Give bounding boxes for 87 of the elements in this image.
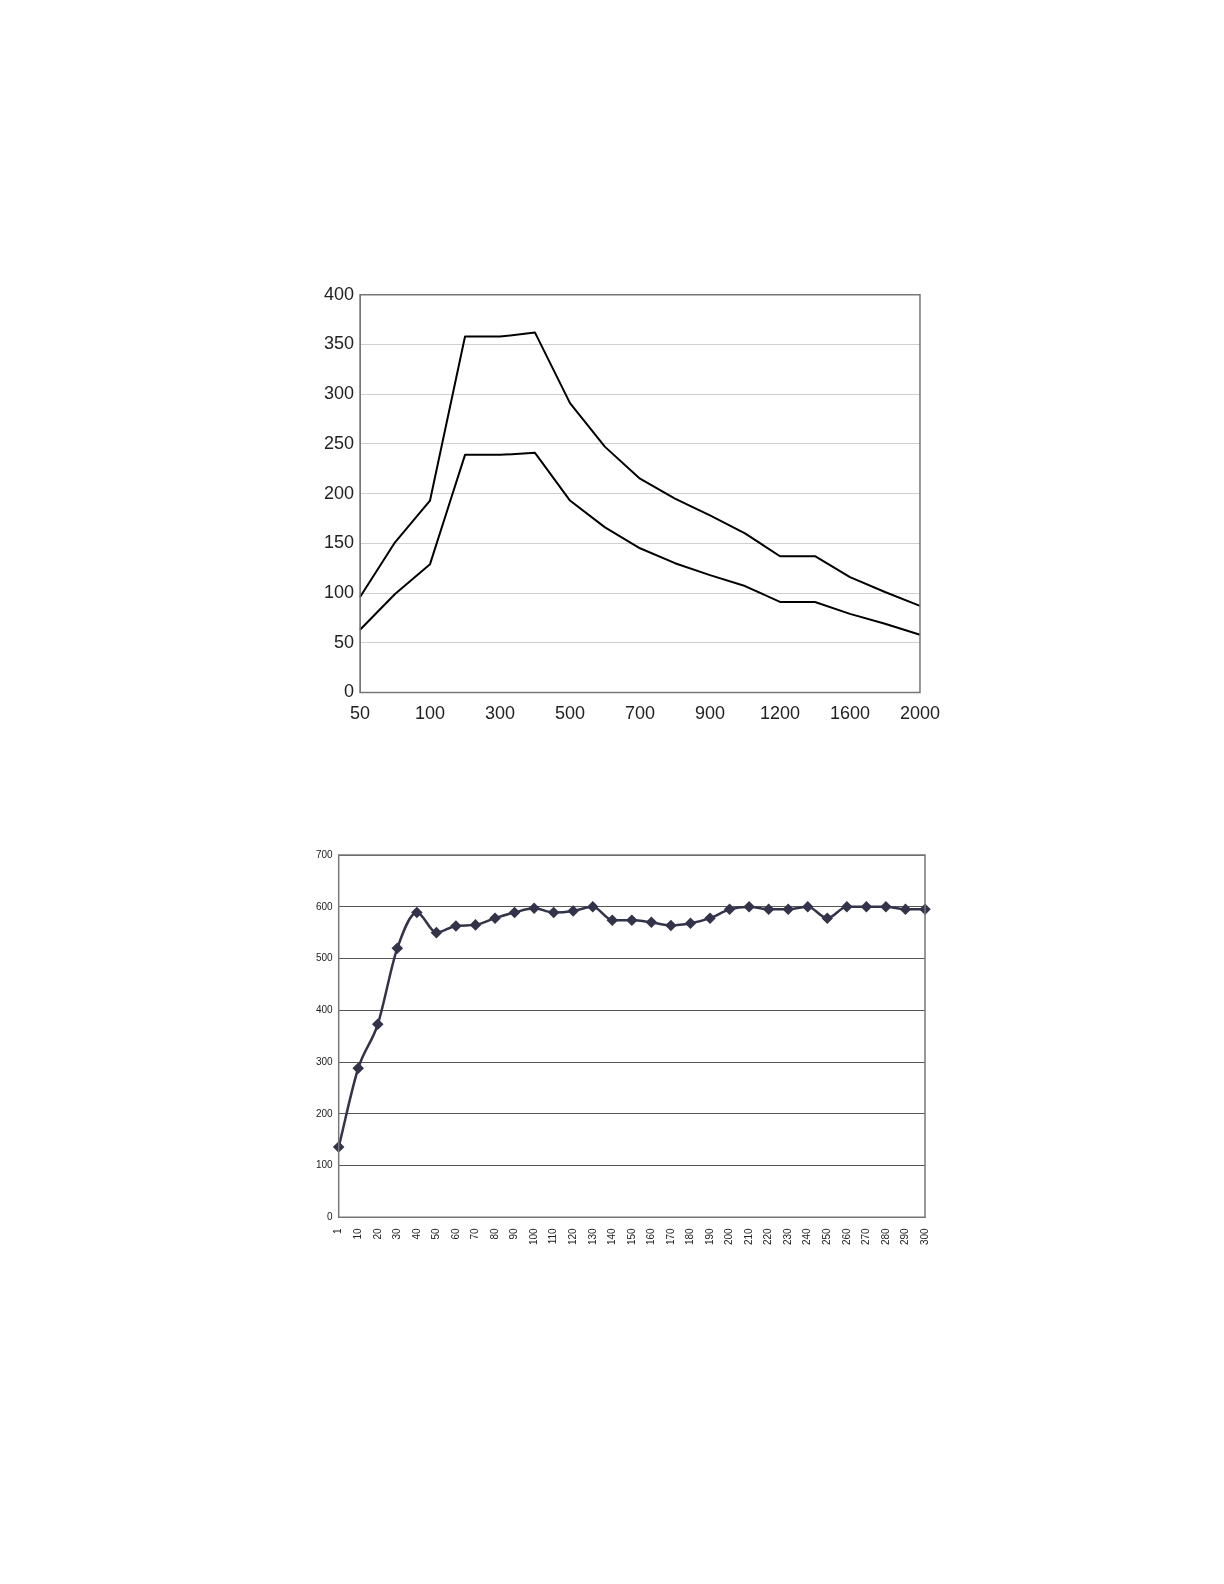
- y-tick-label: 700: [316, 848, 334, 860]
- x-tick-label: 240: [801, 1227, 813, 1245]
- point: [841, 901, 853, 913]
- point: [782, 904, 794, 915]
- y-tick-label: 250: [323, 432, 355, 453]
- point: [724, 904, 735, 915]
- y-tick-label: 400: [323, 283, 355, 304]
- x-tick-label: 1: [332, 1227, 344, 1234]
- point: [685, 918, 696, 929]
- x-tick-label: 700: [624, 703, 656, 724]
- x-tick-label: 500: [554, 703, 586, 724]
- y-tick-label: 100: [323, 581, 355, 602]
- x-tick-label: 20: [371, 1227, 383, 1240]
- point: [900, 904, 911, 915]
- x-tick-label: 100: [527, 1227, 539, 1245]
- x-tick-label: 250: [821, 1227, 833, 1245]
- x-tick-label: 190: [703, 1227, 715, 1245]
- point: [704, 912, 716, 924]
- x-tick-label: 300: [485, 703, 516, 724]
- x-tick-label: 280: [879, 1227, 891, 1245]
- point: [626, 914, 638, 926]
- y-tick-label: 150: [323, 532, 355, 553]
- point: [489, 912, 501, 924]
- point: [880, 901, 892, 913]
- x-tick-label: 10: [351, 1227, 363, 1240]
- x-tick-label: 140: [606, 1227, 618, 1245]
- y-tick-label: 0: [344, 681, 355, 702]
- x-tick-label: 60: [449, 1227, 461, 1240]
- point: [548, 907, 559, 918]
- x-tick-label: 50: [350, 703, 371, 724]
- point: [333, 1141, 344, 1153]
- x-tick-label: 120: [566, 1227, 578, 1245]
- point: [861, 901, 872, 913]
- point: [372, 1019, 384, 1030]
- x-tick-label: 220: [762, 1227, 774, 1245]
- x-tick-label: 170: [664, 1227, 676, 1245]
- point: [665, 920, 677, 931]
- x-tick-label: 40: [410, 1227, 422, 1240]
- point: [646, 917, 657, 928]
- x-tick-label: 130: [586, 1227, 598, 1245]
- point: [509, 907, 520, 918]
- point: [392, 942, 403, 954]
- point: [802, 901, 813, 913]
- y-tick-label: 200: [316, 1107, 334, 1119]
- point: [587, 901, 599, 913]
- point: [450, 920, 462, 932]
- y-tick-label: 0: [327, 1211, 334, 1223]
- x-tick-label: 260: [840, 1227, 852, 1245]
- point: [411, 907, 423, 918]
- x-tick-label: 2000: [899, 703, 940, 724]
- x-tick-label: 50: [430, 1227, 442, 1240]
- x-tick-label: 900: [694, 703, 726, 724]
- point: [567, 905, 579, 917]
- point: [763, 904, 774, 915]
- point: [431, 927, 442, 938]
- x-tick-label: 160: [645, 1227, 657, 1245]
- y-tick-label: 600: [316, 900, 334, 912]
- x-tick-label: 100: [415, 703, 446, 724]
- y-tick-label: 100: [316, 1159, 334, 1171]
- x-tick-label: 80: [488, 1227, 500, 1240]
- x-tick-label: 270: [860, 1227, 872, 1245]
- point: [822, 912, 833, 924]
- x-tick-label: 110: [547, 1227, 559, 1245]
- x-tick-label: 70: [469, 1227, 481, 1240]
- y-tick-label: 300: [323, 383, 355, 404]
- point: [528, 903, 540, 914]
- y-tick-label: 350: [323, 333, 355, 354]
- y-tick-label: 200: [323, 482, 355, 503]
- x-tick-label: 300: [918, 1227, 930, 1245]
- x-tick-label: 1600: [829, 703, 871, 724]
- point: [470, 919, 481, 931]
- x-tick-label: 30: [391, 1227, 403, 1240]
- x-tick-label: 1200: [759, 703, 801, 724]
- x-tick-label: 150: [625, 1227, 637, 1245]
- x-tick-label: 180: [684, 1227, 696, 1245]
- x-tick-label: 210: [742, 1227, 754, 1245]
- point: [352, 1063, 364, 1074]
- y-tick-label: 50: [334, 631, 355, 652]
- y-tick-label: 300: [316, 1055, 334, 1067]
- x-tick-label: 200: [723, 1227, 735, 1245]
- y-tick-label: 400: [316, 1004, 334, 1016]
- y-tick-label: 500: [316, 952, 334, 964]
- point: [607, 914, 618, 926]
- x-tick-label: 90: [508, 1227, 520, 1240]
- x-tick-label: 230: [781, 1227, 793, 1245]
- x-tick-label: 290: [899, 1227, 911, 1245]
- point: [743, 901, 755, 913]
